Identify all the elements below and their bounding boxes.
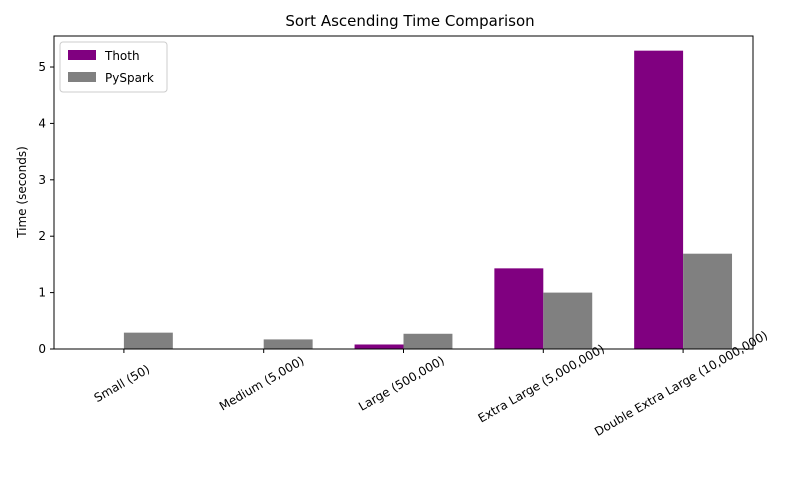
x-tick-label: Extra Large (5,000,000) [476, 342, 607, 426]
x-tick-label: Medium (5,000) [217, 354, 307, 414]
bar-pyspark-2 [403, 333, 453, 349]
chart-title: Sort Ascending Time Comparison [285, 12, 534, 30]
bar-pyspark-3 [543, 292, 593, 349]
legend: Thoth PySpark [59, 41, 168, 93]
legend-label-pyspark: PySpark [105, 71, 154, 85]
x-tick-label: Large (500,000) [356, 353, 447, 413]
y-tick-label: 5 [38, 60, 46, 74]
y-axis-label: Time (seconds) [15, 146, 29, 239]
y-tick-label: 0 [38, 342, 46, 356]
bar-pyspark-1 [263, 339, 313, 349]
legend-swatch-pyspark [68, 72, 96, 82]
y-tick-label: 3 [38, 173, 46, 187]
bars-group [74, 50, 733, 350]
y-tick-label: 4 [38, 116, 46, 130]
legend-swatch-thoth [68, 50, 96, 60]
y-tick-label: 2 [38, 229, 46, 243]
bar-thoth-3 [494, 268, 544, 349]
bar-thoth-4 [634, 50, 684, 350]
y-tick-label: 1 [38, 286, 46, 300]
bar-pyspark-0 [123, 332, 173, 349]
bar-thoth-2 [354, 344, 404, 349]
legend-label-thoth: Thoth [104, 49, 140, 63]
bar-pyspark-4 [683, 253, 733, 349]
x-tick-label: Small (50) [92, 362, 153, 405]
